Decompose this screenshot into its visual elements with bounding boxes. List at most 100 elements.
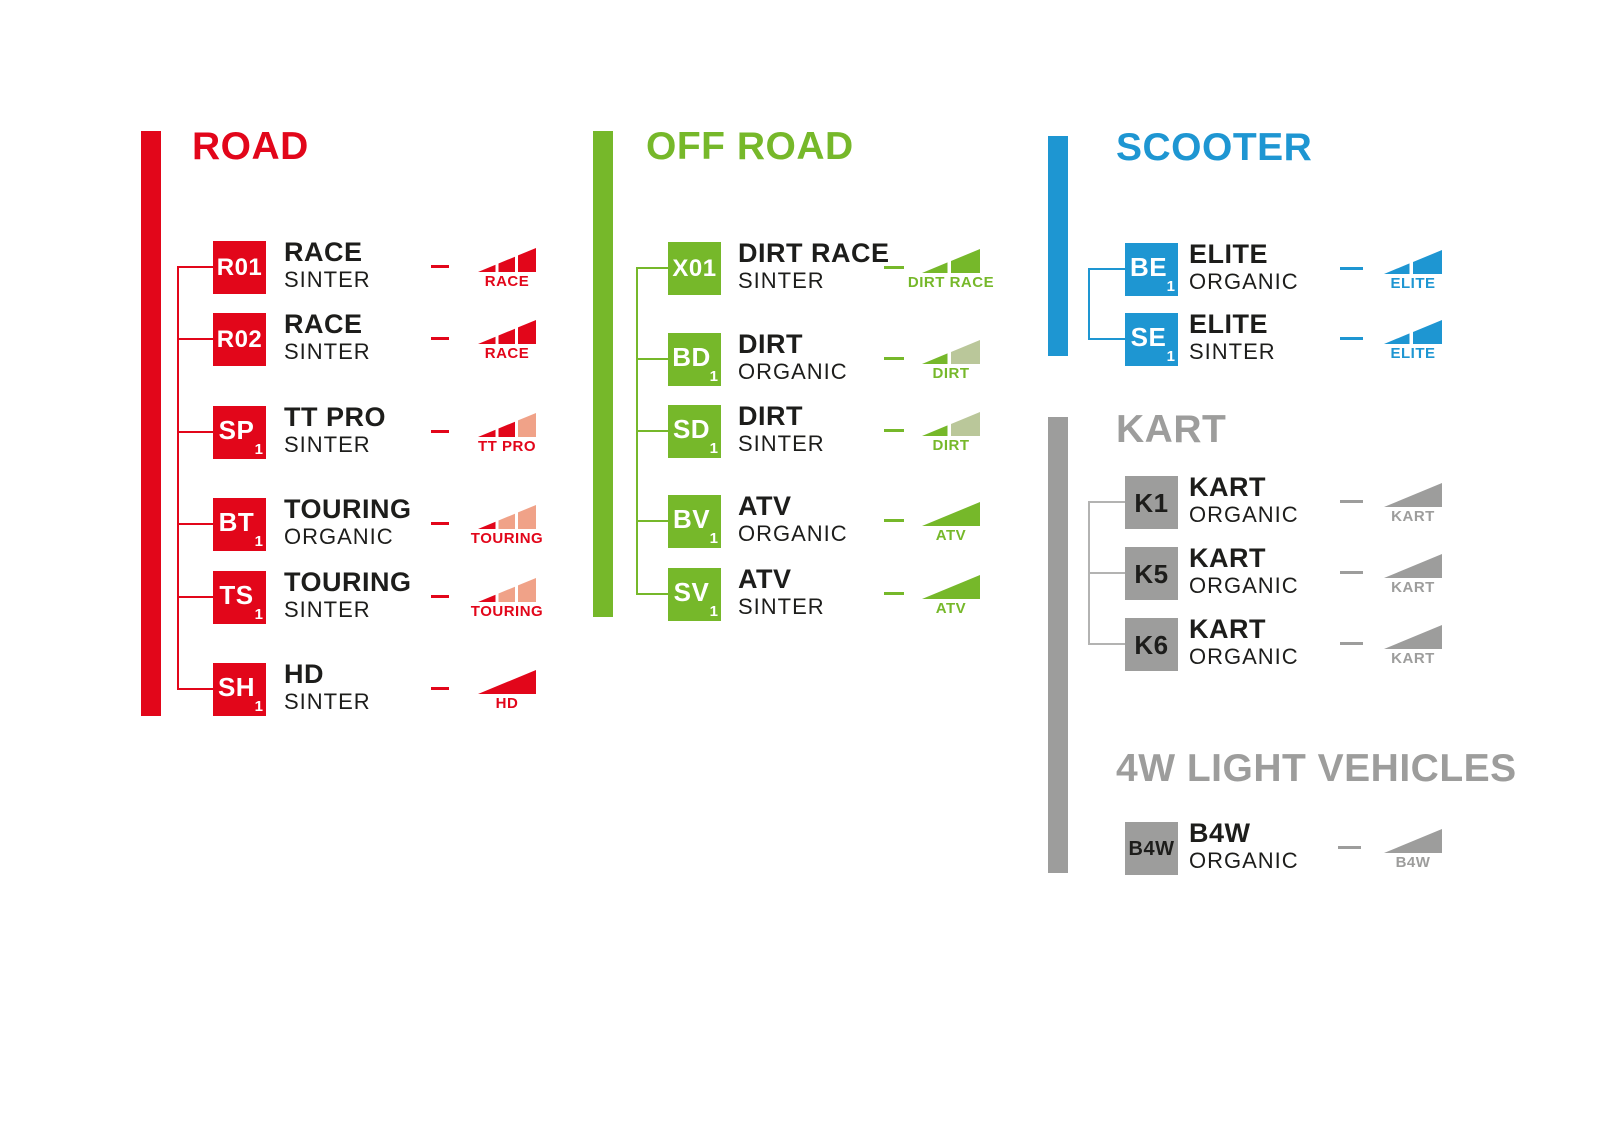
dash-line (1340, 267, 1363, 270)
performance-icon-label: KART (1391, 579, 1435, 596)
product-code: B4W (1128, 837, 1175, 860)
product-code: SV (673, 576, 710, 607)
dash-line (431, 337, 449, 340)
dash-line (884, 519, 904, 522)
performance-triangle-icon (922, 575, 980, 599)
product-badge-K1: K1 (1125, 476, 1178, 529)
dash-line (1340, 642, 1363, 645)
performance-triangle-svg (478, 670, 536, 694)
dash-line (431, 687, 449, 690)
section-title-kart: KART (1116, 408, 1227, 451)
product-material: SINTER (284, 267, 371, 292)
section-title-lightvehicles: 4W LIGHT VEHICLES (1116, 747, 1517, 790)
performance-icon-label: HD (495, 695, 519, 712)
product-code: BE (1129, 251, 1168, 282)
product-badge-R02: R02 (213, 313, 266, 366)
branch-line (177, 338, 213, 340)
product-badge-SD: SD 1 (668, 405, 721, 458)
performance-icon-label: KART (1391, 508, 1435, 525)
performance-icon-label: DIRT (932, 437, 970, 454)
product-code-subscript: 1 (254, 606, 263, 623)
product-material: SINTER (284, 689, 371, 714)
performance-triangle-svg (478, 578, 536, 602)
dash-line (431, 595, 449, 598)
section-title-offroad: OFF ROAD (646, 125, 854, 168)
product-name: KART (1189, 472, 1266, 502)
performance-triangle-icon (1384, 250, 1442, 274)
category-bar-scooter (1048, 136, 1068, 356)
product-material: SINTER (738, 268, 825, 293)
dash-line (884, 429, 904, 432)
product-badge-X01: X01 (668, 242, 721, 295)
performance-icon-label: DIRT (932, 365, 970, 382)
product-name: B4W (1189, 818, 1251, 848)
product-material: ORGANIC (1189, 573, 1299, 598)
product-code-subscript: 1 (709, 368, 718, 385)
product-badge-TS: TS 1 (213, 571, 266, 624)
branch-line (1088, 643, 1125, 645)
category-bar-kart (1048, 417, 1068, 873)
product-badge-B4W: B4W (1125, 822, 1178, 875)
performance-icon-label: TT PRO (478, 438, 536, 455)
product-code: BT (218, 506, 255, 537)
product-code: BV (672, 503, 711, 534)
product-name: ELITE (1189, 239, 1269, 269)
product-material: ORGANIC (738, 521, 848, 546)
product-name: DIRT (738, 401, 803, 431)
dash-line (431, 522, 449, 525)
product-name: DIRT RACE (738, 238, 890, 268)
performance-triangle-svg (922, 249, 980, 273)
branch-line (177, 688, 213, 690)
performance-icon-label: TOURING (470, 530, 544, 547)
performance-triangle-icon (478, 320, 536, 344)
product-code-subscript: 1 (254, 533, 263, 550)
dash-line (1340, 500, 1363, 503)
product-material: ORGANIC (1189, 269, 1299, 294)
product-code: R01 (216, 253, 263, 281)
category-bar-offroad (593, 131, 613, 617)
performance-triangle-icon (1384, 483, 1442, 507)
product-badge-K6: K6 (1125, 618, 1178, 671)
product-badge-SV: SV 1 (668, 568, 721, 621)
product-material: ORGANIC (1189, 848, 1299, 873)
performance-triangle-icon (1384, 554, 1442, 578)
product-code-subscript: 1 (709, 440, 718, 457)
performance-triangle-svg (478, 413, 536, 437)
performance-triangle-icon (1384, 320, 1442, 344)
dash-line (1340, 337, 1363, 340)
branch-line (1088, 572, 1125, 574)
performance-triangle-svg (478, 320, 536, 344)
dash-line (1338, 846, 1361, 849)
product-name: HD (284, 659, 324, 689)
performance-triangle-icon (478, 248, 536, 272)
product-code: BD (672, 341, 711, 372)
performance-triangle-icon (478, 578, 536, 602)
product-code: SH (217, 671, 256, 702)
product-code-subscript: 1 (709, 530, 718, 547)
branch-line (177, 266, 213, 268)
performance-triangle-icon (922, 502, 980, 526)
performance-triangle-svg (1384, 829, 1442, 853)
product-name: RACE (284, 309, 363, 339)
product-material: SINTER (738, 431, 825, 456)
performance-icon-label: B4W (1395, 854, 1431, 871)
performance-icon-label: RACE (484, 273, 530, 290)
product-badge-BV: BV 1 (668, 495, 721, 548)
performance-icon-label: TOURING (470, 603, 544, 620)
product-badge-K5: K5 (1125, 547, 1178, 600)
trunk-line-road (177, 266, 179, 690)
performance-triangle-svg (922, 340, 980, 364)
product-badge-SE: SE 1 (1125, 313, 1178, 366)
performance-triangle-svg (1384, 320, 1442, 344)
performance-triangle-svg (1384, 554, 1442, 578)
performance-triangle-icon (922, 249, 980, 273)
performance-triangle-icon (1384, 829, 1442, 853)
branch-line (177, 523, 213, 525)
product-code-subscript: 1 (1166, 348, 1175, 365)
branch-line (636, 358, 668, 360)
product-name: TOURING (284, 494, 412, 524)
performance-triangle-icon (922, 340, 980, 364)
product-name: ATV (738, 564, 792, 594)
product-code: SP (218, 414, 255, 445)
